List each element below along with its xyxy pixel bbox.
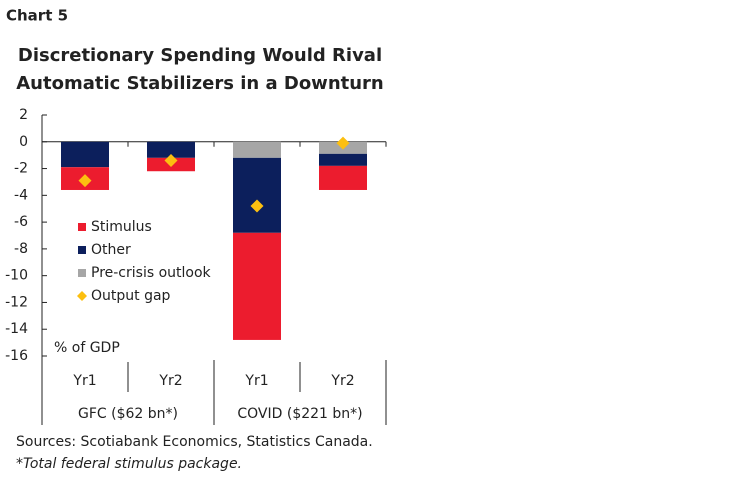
bar-segment xyxy=(233,232,281,340)
legend-label: Other xyxy=(91,242,131,258)
legend-swatch xyxy=(78,223,86,231)
y-tick-label: -4 xyxy=(14,187,28,203)
legend-label: Pre-crisis outlook xyxy=(91,265,212,281)
footnote: *Total federal stimulus package. xyxy=(16,456,242,472)
sources: Sources: Scotiabank Economics, Statistic… xyxy=(16,434,373,450)
legend-swatch xyxy=(78,246,86,254)
y-tick-label: -12 xyxy=(5,294,28,310)
y-tick-label: -2 xyxy=(14,161,28,177)
x-tick-label: Yr2 xyxy=(330,373,354,389)
bar-segment xyxy=(233,141,281,158)
chart-label: Chart 5 xyxy=(6,7,68,25)
y-tick-label: -6 xyxy=(14,214,28,230)
bar-segment xyxy=(319,165,367,190)
y-tick-label: 0 xyxy=(19,134,28,150)
chart-title: Discretionary Spending Would Rival xyxy=(18,45,382,66)
output-gap-marker xyxy=(78,174,92,188)
output-gap-marker xyxy=(164,154,178,168)
x-tick-label: Yr1 xyxy=(244,373,268,389)
output-gap-marker xyxy=(250,199,264,213)
y-tick-label: -16 xyxy=(5,348,28,364)
bar-segment xyxy=(233,157,281,233)
chart-title: Automatic Stabilizers in a Downturn xyxy=(16,73,384,94)
legend-label: Stimulus xyxy=(91,219,152,235)
legend-label: Output gap xyxy=(91,288,171,304)
bar-segment xyxy=(319,153,367,166)
bar-segment xyxy=(61,141,109,168)
y-tick-label: -14 xyxy=(5,321,28,337)
y-axis-label: % of GDP xyxy=(54,340,120,356)
group-label: GFC ($62 bn*) xyxy=(78,406,178,422)
x-tick-label: Yr1 xyxy=(72,373,96,389)
x-tick-label: Yr2 xyxy=(158,373,182,389)
y-tick-label: -10 xyxy=(5,268,28,284)
y-tick-label: 2 xyxy=(19,107,28,123)
y-tick-label: -8 xyxy=(14,241,28,257)
output-gap-marker xyxy=(336,136,350,150)
legend-swatch xyxy=(78,269,86,277)
group-label: COVID ($221 bn*) xyxy=(237,406,362,422)
legend-marker xyxy=(77,291,87,301)
bar-segment xyxy=(147,141,195,158)
